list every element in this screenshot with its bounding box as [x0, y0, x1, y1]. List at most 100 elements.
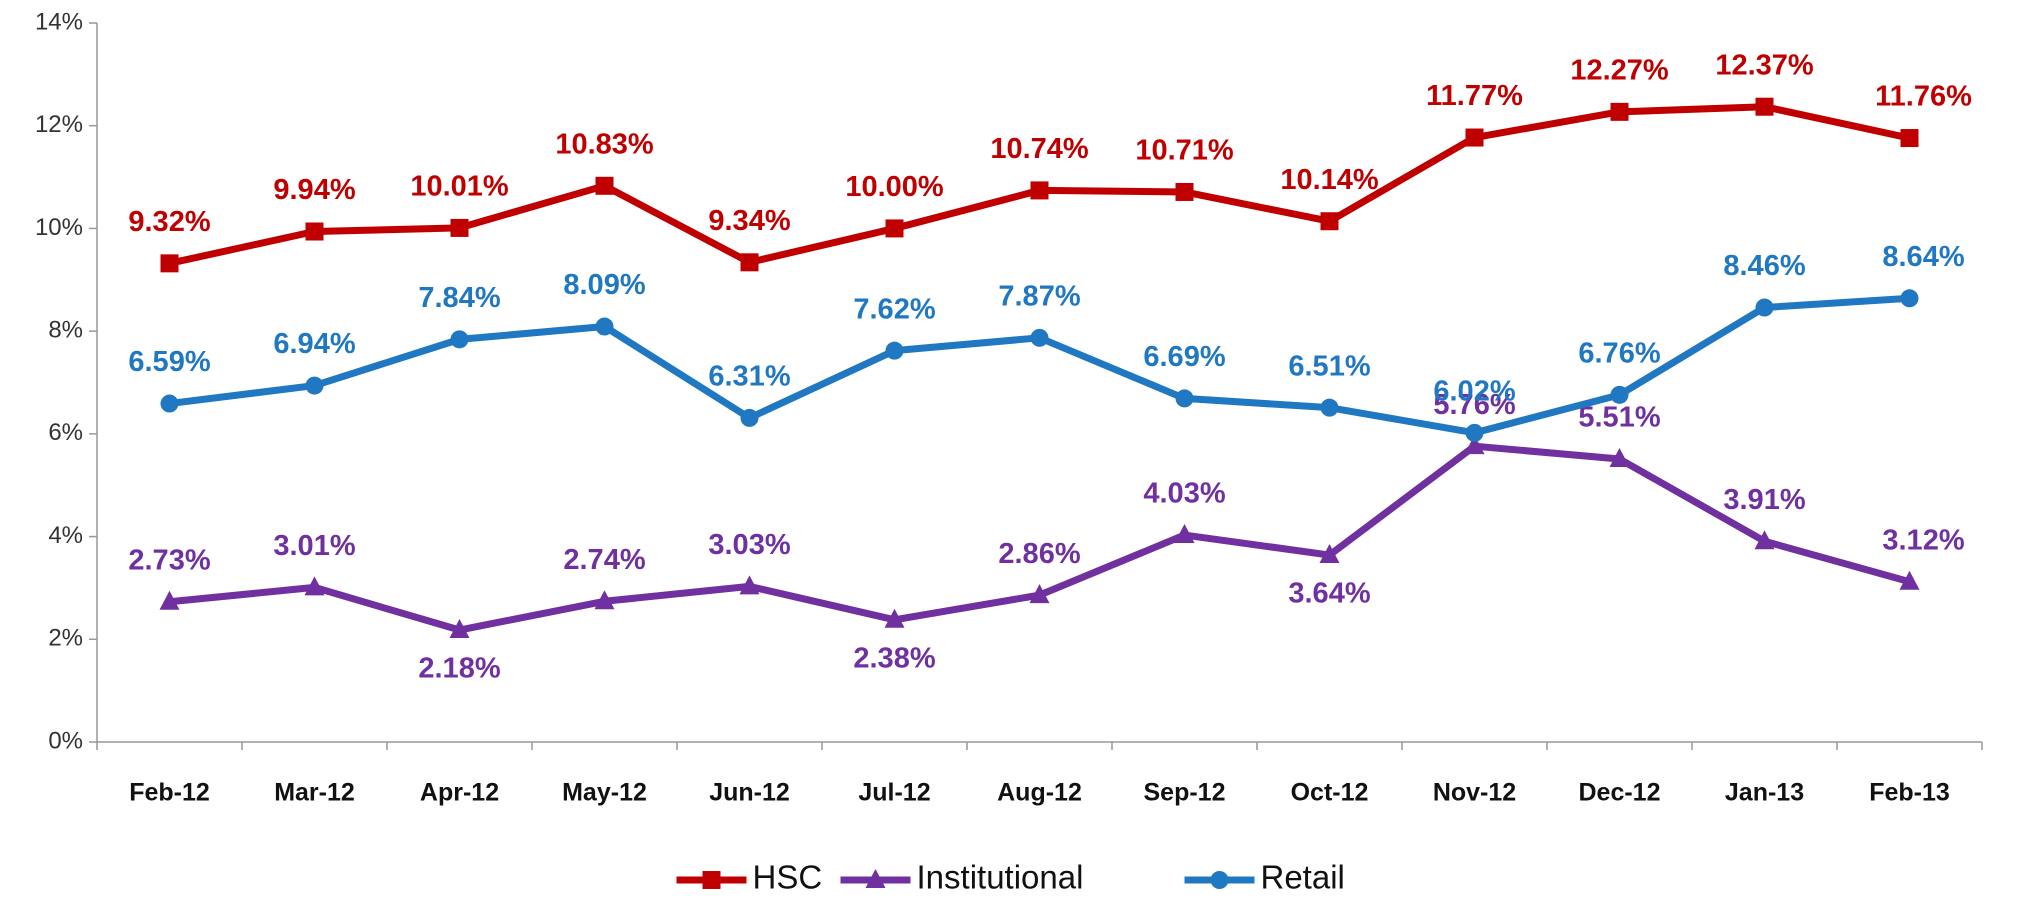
data-point	[1030, 181, 1049, 200]
y-tick-label: 2%	[48, 625, 83, 652]
data-label: 8.46%	[1723, 250, 1805, 282]
y-tick-label: 4%	[48, 522, 83, 549]
y-tick-label: 6%	[48, 419, 83, 446]
data-label: 8.64%	[1882, 241, 1964, 273]
data-label: 5.76%	[1433, 389, 1515, 421]
data-point	[449, 619, 470, 639]
data-point	[1175, 182, 1194, 201]
data-point	[885, 219, 904, 238]
legend-label: HSC	[753, 859, 823, 896]
data-point	[1755, 298, 1774, 317]
data-point	[305, 222, 324, 241]
data-point	[1030, 328, 1049, 347]
data-label: 3.91%	[1723, 484, 1805, 516]
data-label: 7.87%	[998, 280, 1080, 312]
data-label: 2.74%	[563, 544, 645, 576]
data-label: 6.51%	[1288, 350, 1370, 382]
data-label: 10.00%	[845, 171, 944, 203]
data-point	[884, 608, 905, 628]
x-tick-label: Feb-13	[1869, 779, 1950, 807]
data-label: 2.73%	[128, 544, 210, 576]
x-tick-label: Jan-13	[1725, 779, 1804, 807]
data-point	[1029, 584, 1050, 604]
data-label: 2.18%	[418, 653, 500, 685]
data-point	[740, 408, 759, 427]
data-point	[1900, 129, 1919, 148]
x-tick-label: Mar-12	[274, 779, 355, 807]
data-label: 10.71%	[1135, 135, 1234, 167]
data-label: 10.74%	[990, 133, 1089, 165]
x-tick-label: Oct-12	[1291, 779, 1369, 807]
data-point	[1175, 389, 1194, 408]
data-point	[1320, 398, 1339, 417]
legend-marker	[865, 869, 886, 888]
data-point	[304, 576, 325, 596]
data-point	[450, 218, 469, 237]
data-point	[1609, 448, 1630, 468]
data-point	[1320, 212, 1339, 231]
data-point	[595, 176, 614, 195]
data-point	[739, 575, 760, 595]
x-tick-label: Jun-12	[709, 779, 790, 807]
data-point	[1755, 97, 1774, 116]
data-label: 8.09%	[563, 269, 645, 301]
data-point	[160, 254, 179, 273]
data-label: 2.38%	[853, 642, 935, 674]
legend-marker	[702, 871, 721, 889]
data-label: 3.64%	[1288, 578, 1370, 610]
x-tick-label: Nov-12	[1433, 779, 1516, 807]
y-tick-label: 12%	[35, 111, 83, 138]
data-point	[885, 341, 904, 360]
data-label: 3.12%	[1882, 524, 1964, 556]
data-point	[160, 394, 179, 413]
data-label: 11.76%	[1875, 81, 1972, 113]
data-label: 6.02%	[1433, 375, 1515, 407]
data-label: 3.01%	[273, 530, 355, 562]
data-label: 3.03%	[708, 529, 790, 561]
data-point	[1174, 524, 1195, 544]
legend-marker	[1210, 871, 1229, 889]
data-label: 7.62%	[853, 293, 935, 325]
data-point	[1465, 423, 1484, 442]
data-label: 4.03%	[1143, 478, 1225, 510]
data-label: 2.86%	[998, 538, 1080, 570]
x-tick-label: Jul-12	[858, 779, 930, 807]
data-point	[594, 590, 615, 610]
data-point	[1610, 102, 1629, 121]
data-label: 12.27%	[1570, 55, 1669, 87]
data-point	[740, 253, 759, 272]
x-tick-label: Dec-12	[1579, 779, 1661, 807]
data-point	[1464, 435, 1485, 455]
data-point	[1900, 289, 1919, 308]
x-tick-label: Apr-12	[420, 779, 499, 807]
data-label: 7.84%	[418, 282, 500, 314]
legend-label: Retail	[1261, 859, 1345, 896]
data-label: 12.37%	[1715, 49, 1814, 81]
data-point	[1610, 385, 1629, 404]
data-point	[1465, 128, 1484, 147]
data-label: 6.59%	[128, 346, 210, 378]
data-label: 11.77%	[1426, 80, 1523, 112]
data-label: 5.51%	[1578, 402, 1660, 434]
x-tick-label: May-12	[562, 779, 647, 807]
y-tick-label: 10%	[35, 214, 83, 241]
data-label: 10.01%	[410, 171, 509, 203]
data-label: 9.34%	[708, 205, 790, 237]
data-point	[1319, 544, 1340, 564]
data-point	[1754, 530, 1775, 550]
y-tick-label: 14%	[35, 8, 83, 35]
data-label: 9.32%	[128, 206, 210, 238]
data-point	[305, 376, 324, 395]
data-point	[159, 590, 180, 610]
data-point	[450, 330, 469, 349]
data-point	[595, 317, 614, 336]
data-label: 6.76%	[1578, 337, 1660, 369]
data-label: 6.94%	[273, 328, 355, 360]
x-tick-label: Sep-12	[1144, 779, 1226, 807]
legend-label: Institutional	[917, 859, 1084, 896]
y-tick-label: 8%	[48, 316, 83, 343]
data-label: 9.94%	[273, 174, 355, 206]
data-label: 10.14%	[1280, 164, 1379, 196]
data-point	[1899, 570, 1920, 590]
